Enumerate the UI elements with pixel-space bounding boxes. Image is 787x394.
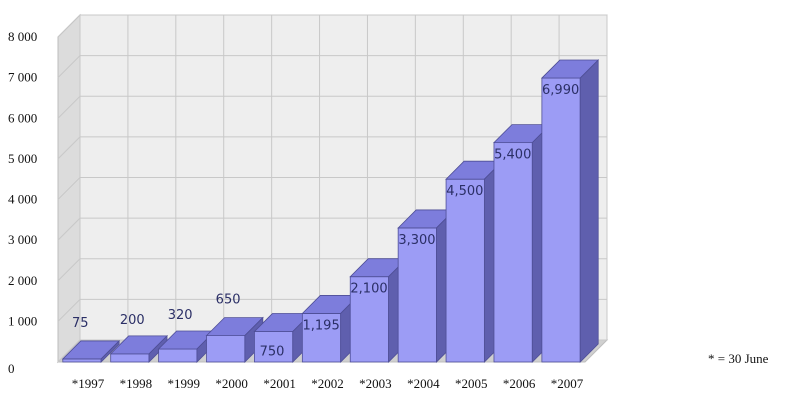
bar-side	[100, 339, 120, 363]
gridline-side	[57, 95, 81, 119]
data-label: 5,400	[494, 148, 531, 163]
bar-front	[158, 348, 198, 363]
y-tick-label: 4 000	[8, 192, 37, 207]
data-label: 3,300	[398, 233, 435, 248]
data-label: 200	[120, 313, 145, 328]
data-label: 4,500	[446, 184, 483, 199]
bar-front	[301, 313, 342, 363]
gridline-side	[57, 55, 81, 78]
data-label: 75	[72, 316, 89, 331]
bar	[109, 334, 168, 363]
x-axis-tick-labels: *1997 *1998 *1999 *2000 *2001 *2002 *2003 *2004…	[72, 376, 584, 391]
y-tick-label: 7 000	[8, 70, 37, 85]
footnote: * = 30 June	[708, 351, 769, 366]
gridline-side	[57, 339, 81, 363]
x-tick-label: *2002	[311, 376, 344, 391]
gridline-side	[57, 14, 81, 38]
x-tick-label: *2004	[407, 376, 440, 391]
bar-front	[397, 227, 437, 363]
x-tick-label: *2006	[503, 376, 536, 391]
bar-front	[62, 358, 102, 363]
gridline-side	[57, 177, 81, 200]
bar	[253, 312, 312, 363]
data-label: 1,195	[303, 318, 340, 333]
data-labels: 75 200 320 650 750 1,195 2,100 3,300 4,500 5,400 6…	[72, 83, 579, 360]
gridline-side	[57, 258, 81, 282]
x-tick-label: *1997	[72, 376, 105, 391]
x-tick-label: *2003	[359, 376, 392, 391]
gridline-side	[57, 299, 81, 322]
y-tick-label: 6 000	[8, 110, 37, 125]
bar-front	[541, 77, 581, 363]
gridline-side	[57, 217, 81, 241]
x-tick-label: *1999	[168, 376, 201, 391]
bar	[61, 339, 121, 363]
y-tick-label: 8 000	[8, 29, 37, 44]
bar	[205, 316, 264, 363]
y-tick-label: 2 000	[8, 273, 37, 288]
y-tick-label: 0	[8, 361, 15, 376]
data-label: 320	[168, 308, 193, 323]
x-tick-label: *2000	[215, 376, 248, 391]
data-label: 750	[260, 345, 285, 360]
gridline-side	[57, 136, 81, 160]
y-axis-tick-labels: 0 1 000 2 000 3 000 4 000 5 000 6 000 7 000 8 00…	[8, 29, 37, 376]
x-tick-label: *2001	[263, 376, 296, 391]
y-tick-label: 1 000	[8, 313, 37, 328]
x-tick-label: *2005	[455, 376, 488, 391]
bar-side	[579, 59, 599, 363]
data-label: 2,100	[350, 282, 387, 297]
bar-front	[493, 142, 533, 363]
bar-front	[349, 276, 389, 363]
data-label: 6,990	[542, 83, 579, 98]
bar-front	[110, 353, 150, 363]
y-tick-label: 3 000	[8, 232, 37, 247]
bar	[540, 59, 600, 363]
y-tick-label: 5 000	[8, 151, 37, 166]
bar-front	[206, 335, 246, 363]
bar-front	[445, 178, 485, 363]
x-tick-label: *1998	[120, 376, 153, 391]
bars	[61, 59, 600, 363]
x-tick-label: *2007	[551, 376, 584, 391]
data-label: 650	[216, 293, 241, 308]
